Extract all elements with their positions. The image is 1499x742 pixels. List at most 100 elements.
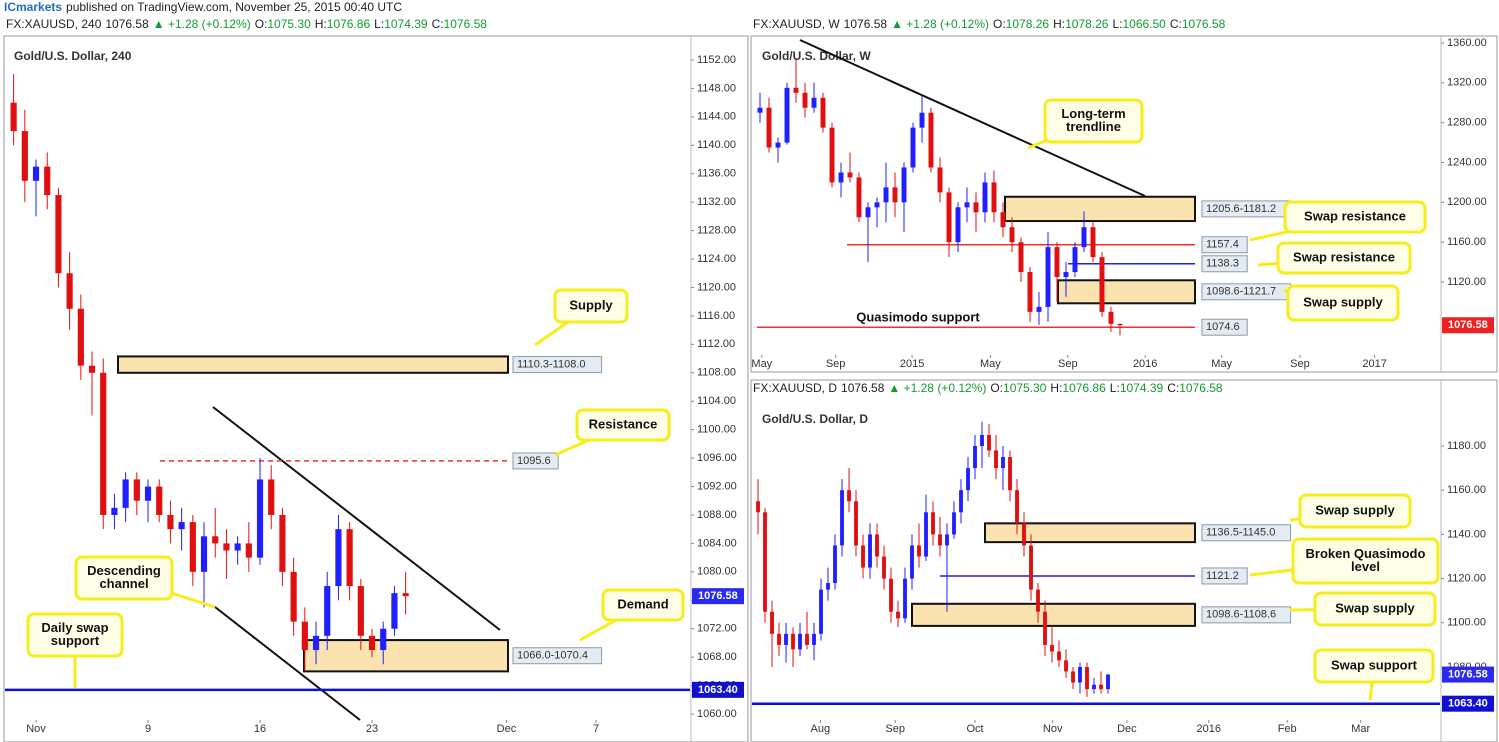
candle-body (882, 556, 886, 579)
ohlc-key: L: (1109, 381, 1120, 395)
callout-text: trendline (1066, 119, 1121, 134)
zone-label-box (1201, 606, 1292, 624)
ohlc-key: H: (314, 17, 327, 31)
x-tick-label: May (751, 358, 772, 370)
candle-body (1072, 247, 1078, 273)
candle-body (1054, 247, 1060, 278)
candle-body (973, 202, 979, 213)
candle-body (826, 583, 830, 590)
candle-body (966, 468, 970, 491)
x-tick-label: May (1211, 358, 1232, 370)
y-tick-label: 1112.00 (697, 338, 735, 350)
candle-body (380, 628, 387, 651)
candle-body (1043, 611, 1047, 645)
candle-body (919, 112, 925, 128)
x-tick-label: Sep (1290, 358, 1310, 370)
candle-body (167, 514, 174, 530)
ohlc-key: O: (993, 17, 1006, 31)
x-tick-label: Oct (966, 723, 983, 735)
level-label-box (1201, 318, 1248, 336)
ohlc-key: O: (990, 381, 1004, 395)
candle-body (1117, 323, 1123, 326)
candle-body (756, 501, 760, 513)
candle-body (868, 534, 872, 568)
callout-box (575, 408, 671, 442)
ohlc-value: 1074.39 (384, 17, 428, 31)
candle-body (982, 182, 988, 213)
zone-label: 1098.6-1121.7 (1206, 286, 1276, 298)
candle-body (77, 308, 84, 366)
ohlc-key: H: (1050, 381, 1063, 395)
zone (1057, 279, 1196, 305)
x-tick-label: Nov (1043, 723, 1063, 735)
candle-body (32, 166, 40, 181)
y-tick-label: 1148.00 (697, 82, 736, 94)
candle-body (793, 87, 799, 93)
last-price: 1076.58 (843, 17, 888, 31)
callout-box (553, 288, 629, 324)
candle-body (910, 545, 914, 579)
ohlc-key: L: (1112, 17, 1123, 31)
publisher-line: ICmarkets published on TradingView.com, N… (4, 0, 402, 14)
y-tick-label: 1120.00 (1447, 573, 1486, 585)
candle-body (268, 479, 275, 515)
candle-body (1092, 684, 1096, 690)
x-tick-label: 2016 (1197, 723, 1221, 735)
candle-body (44, 166, 51, 196)
candle-body (901, 167, 907, 203)
candle-body (1099, 257, 1105, 312)
y-tick-label: 1144.00 (697, 111, 736, 123)
callout-box (26, 612, 124, 658)
candle-body (854, 501, 858, 546)
level-axis-box (1442, 695, 1494, 712)
ohlc-value: 1066.50 (1122, 17, 1166, 31)
callout-box (1286, 284, 1400, 322)
ohlc-key: L: (374, 17, 385, 31)
level-axis-box (692, 681, 744, 698)
candle-body (987, 434, 991, 451)
candle-body (892, 187, 898, 203)
callout-text: Demand (617, 596, 668, 611)
y-tick-label: 1080.00 (697, 566, 737, 578)
level-label-box (1201, 567, 1248, 585)
candle-body (812, 633, 816, 645)
candle-body (1036, 306, 1042, 312)
symbol: FX:XAUUSD, W (753, 17, 840, 31)
candle-body (829, 127, 835, 183)
candle-body (847, 172, 853, 178)
chart-header: FX:XAUUSD, D 1076.58 ▲ +1.28 (+0.12%) O:107… (753, 381, 1227, 395)
level-label: 1157.4 (1206, 239, 1239, 251)
zone (911, 602, 1196, 627)
candle-body (1027, 272, 1033, 312)
brand[interactable]: ICmarkets (4, 0, 63, 14)
y-tick-label: 1100.00 (697, 424, 736, 436)
candle-body (144, 486, 152, 501)
candle-body (770, 611, 774, 634)
candle-body (245, 543, 252, 558)
candle-body (896, 611, 900, 619)
y-tick-label: 1088.00 (697, 509, 737, 521)
callout-box (1283, 200, 1427, 234)
chart-header: FX:XAUUSD, 240 1076.58 ▲ +1.28 (+0.12%) O:1… (6, 17, 491, 31)
x-tick-label: Sep (826, 358, 846, 370)
candle-body (234, 543, 241, 551)
candle-body (819, 589, 823, 634)
y-tick-label: 1120.00 (1447, 276, 1486, 288)
candle-body (10, 102, 17, 132)
ohlc-value: 1076.58 (1179, 381, 1223, 395)
candle-body (1036, 589, 1040, 612)
callout-text: Swap resistance (1304, 208, 1406, 223)
note: Quasimodo support (856, 309, 980, 324)
x-tick-label: 9 (145, 723, 151, 735)
y-tick-label: 1060.00 (697, 708, 737, 720)
panel-frame (3, 35, 749, 742)
candle-body (1057, 651, 1061, 661)
y-tick-label: 1108.00 (697, 367, 736, 379)
candle-body (1085, 667, 1089, 690)
candle-body (875, 534, 879, 557)
y-tick-label: 1140.00 (697, 139, 736, 151)
candle-body (838, 172, 844, 183)
candle-body (1009, 227, 1015, 243)
candle-body (256, 479, 264, 558)
price-axis-label: 1076.58 (698, 590, 738, 602)
